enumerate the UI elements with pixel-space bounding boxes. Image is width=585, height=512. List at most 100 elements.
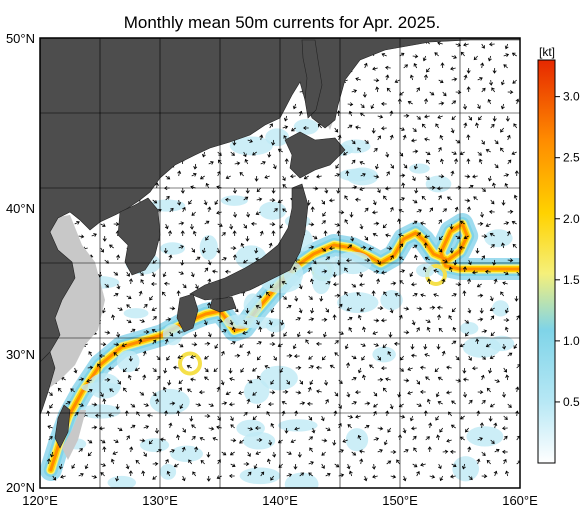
current-vector-arrow [494,163,499,169]
lat-tick-label: 30°N [6,347,35,362]
current-vector-arrow [420,293,426,298]
current-vector-arrow [125,463,130,470]
map-panel [39,37,521,489]
kyushu-island [176,293,199,333]
current-vector-arrow [503,64,508,69]
current-vector-arrow [143,303,148,309]
current-vector-arrow [246,211,251,218]
current-vector-arrow [269,390,276,395]
current-vector-arrow [422,55,427,62]
current-vector-arrow [503,458,507,465]
current-vector-arrow [488,209,495,214]
current-vector-arrow [325,427,331,432]
current-vector-arrow [373,391,378,397]
current-vector-arrow [382,343,387,349]
current-vector-arrow [351,355,357,360]
current-vector-arrow [325,472,331,477]
current-vector-arrow [362,374,366,381]
current-vector-arrow [178,221,185,226]
current-vector-arrow [466,67,471,74]
current-vector-arrow [117,307,123,311]
current-vector-arrow [472,366,478,371]
current-vector-arrow [403,330,410,335]
current-vector-arrow [189,415,194,422]
current-vector-arrow [230,246,237,251]
current-vector-arrow [462,391,468,398]
current-vector-arrow [348,326,353,333]
axis-tick-labels: 120°E 130°E 140°E 150°E 160°E 20°N 30°N … [6,31,538,508]
current-vector-arrow [513,123,518,129]
current-vector-arrow [425,319,431,323]
current-vector-arrow [343,151,348,156]
current-vector-arrow [324,187,329,194]
current-vector-arrow [503,221,510,226]
current-vector-arrow [252,151,257,156]
current-vector-arrow [243,319,248,325]
current-vector-arrow [173,463,179,468]
current-vector-arrow [71,463,76,469]
current-vector-arrow [195,256,201,261]
current-vector-arrow [291,127,296,132]
current-vector-arrow [357,367,362,374]
current-vector-arrow [271,230,276,237]
current-vector-arrow [399,269,406,274]
current-vector-arrow [256,355,262,361]
current-vector-arrow [311,427,316,434]
current-vector-arrow [382,223,387,229]
current-speed-patch [148,199,186,212]
current-vector-arrow [121,343,127,347]
current-vector-arrow [316,174,322,179]
current-vector-arrow [489,355,495,360]
current-vector-arrow [351,451,357,456]
current-vector-arrow [459,220,465,225]
current-vector-arrow [234,161,241,166]
current-vector-arrow [372,232,378,237]
current-vector-arrow [380,366,387,371]
current-vector-arrow [247,451,251,457]
current-vector-arrow [477,151,482,156]
current-vector-arrow [449,474,456,479]
current-vector-arrow [428,422,433,429]
current-speed-patch [88,373,121,399]
current-vector-arrow [281,280,287,285]
current-vector-arrow [268,319,273,326]
current-vector-arrow [389,403,394,410]
current-vector-arrow [439,134,444,141]
current-vector-arrow [451,115,456,120]
current-vector-arrow [403,163,408,169]
current-vector-arrow [102,235,107,242]
current-vector-arrow [143,425,150,429]
current-vector-arrow [481,474,488,479]
current-vector-arrow [247,426,254,431]
current-vector-arrow [450,66,456,71]
current-vector-arrow [270,331,275,338]
current-vector-arrow [292,266,297,273]
current-vector-arrow [221,257,227,261]
current-vector-arrow [321,355,327,361]
current-vector-arrow [423,242,428,249]
current-vector-arrow [373,174,380,179]
current-vector-arrow [462,266,467,273]
current-vector-arrow [401,182,406,189]
current-vector-arrow [243,223,247,229]
current-vector-arrow [437,115,443,119]
current-vector-arrow [205,182,210,189]
current-vector-arrow [161,291,167,297]
current-vector-arrow [347,102,354,107]
current-vector-arrow [451,151,457,155]
current-vector-arrow [257,375,262,381]
current-vector-arrow [112,451,118,455]
current-vector-arrow [338,473,345,478]
current-vector-arrow [128,470,133,477]
current-vector-arrow [466,86,471,93]
current-vector-arrow [460,415,465,420]
current-vector-arrow [423,410,428,417]
current-vector-arrow [377,114,384,119]
current-vector-arrow [377,187,381,194]
current-vector-arrow [511,151,517,155]
current-vector-arrow [480,62,485,69]
current-vector-arrow [190,354,196,359]
current-vector-arrow [372,331,378,335]
current-vector-arrow [359,271,364,278]
current-vector-arrow [228,473,235,479]
